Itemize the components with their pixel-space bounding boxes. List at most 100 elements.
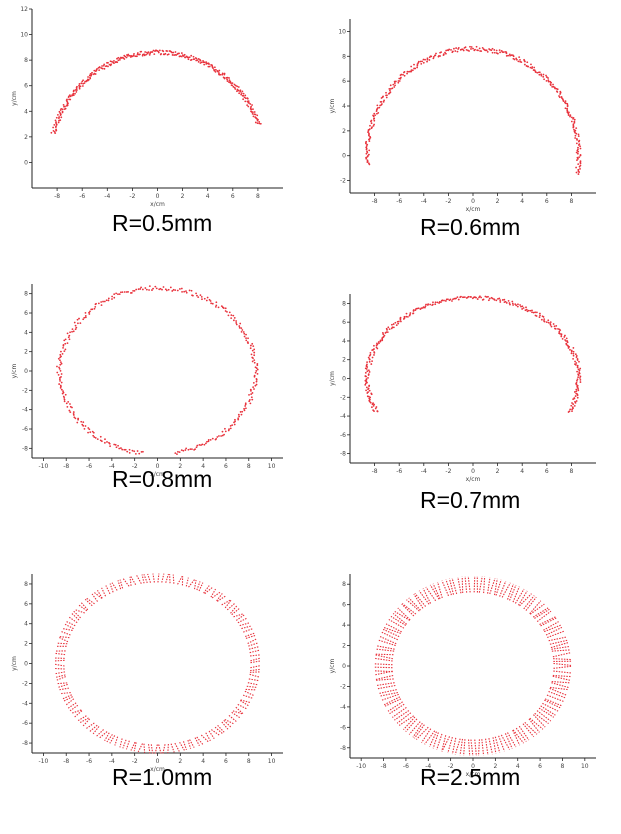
data-point: [178, 55, 181, 58]
data-point: [60, 381, 63, 384]
data-point: [224, 307, 227, 310]
data-point: [216, 436, 219, 438]
data-point: [247, 638, 258, 645]
data-point: [82, 421, 85, 424]
chart-caption: R=1.0mm: [112, 764, 213, 790]
data-point: [77, 715, 87, 722]
data-point: [366, 361, 368, 364]
y-tick-label: -8: [340, 451, 346, 458]
data-point: [245, 337, 247, 340]
data-point: [252, 115, 255, 118]
data-point: [521, 308, 524, 310]
data-point: [208, 730, 215, 740]
data-point: [148, 285, 151, 287]
data-point: [197, 57, 200, 60]
data-point: [184, 56, 186, 59]
data-point: [426, 304, 429, 306]
data-point: [57, 683, 68, 688]
data-point: [451, 737, 457, 755]
data-point: [379, 340, 382, 343]
data-point: [243, 332, 246, 335]
y-tick-label: 8: [24, 57, 28, 64]
data-point: [507, 583, 514, 600]
data-point: [414, 593, 427, 607]
data-point: [530, 63, 532, 66]
data-point: [511, 300, 514, 303]
data-point: [247, 101, 250, 104]
data-point: [117, 56, 120, 59]
data-point: [216, 69, 219, 72]
data-point: [364, 383, 367, 386]
data-point: [577, 135, 580, 138]
data-point: [253, 374, 256, 377]
y-tick-label: 8: [24, 291, 28, 298]
data-point: [237, 703, 247, 710]
y-tick-label: 2: [342, 357, 346, 364]
data-point: [228, 311, 231, 314]
data-point: [136, 575, 142, 584]
data-point: [239, 322, 242, 325]
data-point: [217, 724, 225, 733]
data-point: [253, 361, 256, 364]
data-point: [119, 579, 124, 589]
data-point: [206, 440, 208, 443]
data-point: [517, 303, 519, 306]
data-point: [235, 614, 245, 621]
data-point: [555, 324, 558, 327]
data-point: [195, 59, 198, 62]
data-point: [55, 129, 58, 132]
data-point: [570, 120, 573, 123]
data-point: [143, 574, 148, 584]
data-point: [240, 699, 251, 704]
data-point: [251, 112, 254, 115]
data-point: [511, 54, 514, 57]
y-tick-label: 0: [342, 376, 346, 383]
data-point: [529, 603, 545, 615]
data-point: [573, 404, 576, 407]
data-point: [137, 288, 140, 291]
data-point: [376, 410, 379, 413]
data-point: [94, 303, 97, 306]
data-point: [574, 363, 576, 366]
scatter-plot: -10 -8 -6 -4 -2 0 2 4 6 8 10 -8 -6 -4 -2 0 2 4 6 8 x/cm y/cm: [11, 573, 283, 773]
data-point: [538, 73, 541, 76]
data-point: [525, 65, 528, 67]
data-point: [62, 104, 65, 106]
data-point: [60, 388, 63, 391]
data-point: [190, 54, 193, 57]
data-point: [238, 326, 241, 329]
x-tick-label: 8: [569, 198, 573, 205]
data-point: [106, 61, 108, 64]
data-point: [205, 732, 211, 742]
chart-caption: R=0.5mm: [112, 210, 213, 236]
data-point: [128, 451, 131, 454]
y-axis-label: y/cm: [329, 98, 336, 113]
data-point: [92, 73, 95, 76]
data-point: [368, 149, 371, 152]
data-point: [57, 373, 60, 376]
data-point: [72, 330, 75, 333]
data-point: [249, 671, 261, 673]
data-point: [61, 392, 64, 395]
data-point: [152, 287, 154, 290]
data-point: [579, 167, 581, 170]
data-point: [56, 113, 59, 116]
data-point: [226, 80, 229, 82]
data-point: [232, 314, 235, 317]
data-point: [456, 50, 459, 53]
data-point: [136, 53, 139, 56]
data-point: [243, 409, 246, 412]
data-point: [374, 663, 393, 666]
x-tick-label: -10: [39, 758, 49, 765]
data-point: [509, 303, 511, 306]
data-point: [140, 286, 142, 289]
y-tick-label: 2: [24, 349, 28, 356]
data-point: [515, 727, 527, 742]
y-tick-label: 10: [338, 28, 346, 35]
data-point: [168, 50, 171, 52]
data-point: [476, 298, 479, 300]
data-point: [544, 699, 561, 709]
data-point: [371, 349, 374, 351]
data-point: [243, 96, 246, 99]
x-tick-label: -4: [109, 758, 115, 765]
